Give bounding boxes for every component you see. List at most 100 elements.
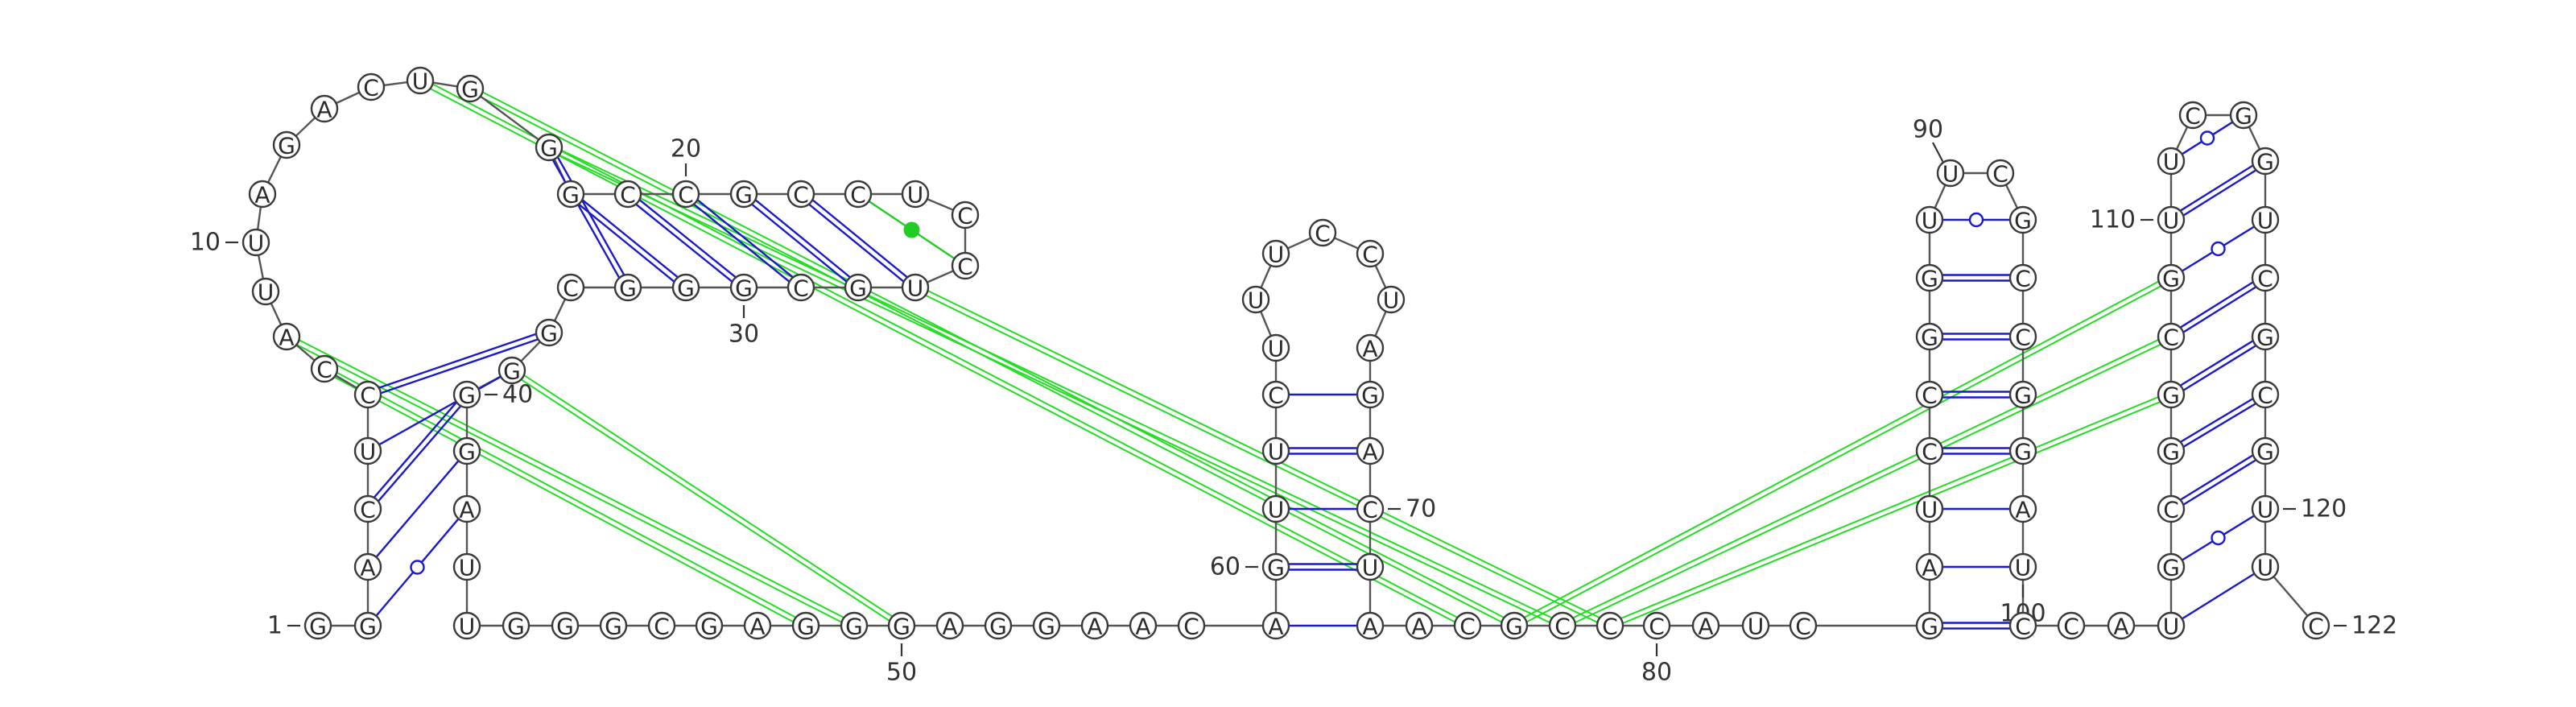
watson-crick-pair-line: [556, 156, 625, 275]
backbone-segment: [927, 270, 954, 283]
nucleotide-70: C: [1356, 494, 1385, 523]
nucleotide-circle: [2157, 263, 2186, 292]
nucleotide-circle: [1177, 611, 1206, 640]
nucleotide-letter: C: [1268, 382, 1284, 409]
nucleotide-60: C: [1261, 380, 1290, 409]
nucleotide-letter: G: [1038, 614, 1055, 640]
backbone-segment: [256, 206, 262, 230]
nucleotide-circle: [599, 611, 628, 640]
nucleotide-circle: [2251, 205, 2280, 234]
nucleotide-letter: C: [2163, 497, 2179, 523]
nucleotide-letter: U: [1362, 555, 1379, 581]
nucleotide-circle: [729, 273, 758, 302]
nucleotide-circle: [1453, 611, 1482, 640]
nucleotide-27: U: [901, 273, 930, 302]
nucleotide-letter: C: [2308, 614, 2324, 640]
nucleotide-letter: G: [278, 133, 295, 159]
nucleotide-circle: [1356, 333, 1385, 362]
nucleotide-circle: [1596, 611, 1624, 640]
nucleotide-36: G: [452, 380, 481, 409]
nucleotide-73: A: [1405, 611, 1434, 640]
nucleotide-72: A: [1356, 611, 1385, 640]
nucleotide-circle: [353, 552, 382, 581]
nucleotide-circle: [647, 611, 676, 640]
nucleotide-55: C: [1177, 611, 1206, 640]
nucleotide-letter: G: [1505, 614, 1523, 640]
nucleotide-circle: [353, 380, 382, 409]
nucleotide-letter: C: [793, 275, 809, 302]
nucleotide-circle: [1356, 611, 1385, 640]
watson-crick-pair-line: [378, 405, 462, 502]
position-label-110: 110: [2090, 206, 2136, 234]
tertiary-interaction-line: [299, 339, 844, 618]
tertiary-interaction-line: [1620, 396, 2159, 619]
nucleotide-115: U: [2251, 205, 2280, 234]
nucleotide-43: G: [599, 611, 628, 640]
nucleotide-circle: [1261, 333, 1290, 362]
nucleotide-letter: A: [2015, 497, 2030, 523]
nucleotide-22: C: [786, 180, 815, 209]
nucleotide-71: U: [1356, 552, 1385, 581]
nucleotide-circle: [452, 611, 481, 640]
nucleotide-91: C: [1986, 159, 2015, 188]
nucleotide-letter: A: [316, 97, 332, 123]
nucleotide-letter: G: [700, 614, 718, 640]
nucleotide-letter: C: [1649, 614, 1665, 640]
nucleotide-80: U: [1741, 611, 1770, 640]
nucleotide-79: A: [1691, 611, 1720, 640]
nucleotide-letter: A: [1922, 555, 1937, 581]
nucleotide-letter: G: [2162, 266, 2180, 292]
nucleotide-circle: [1261, 239, 1290, 268]
nucleotide-83: A: [1915, 552, 1944, 581]
backbone-layer: [256, 81, 2309, 627]
nucleotide-circle: [1548, 611, 1577, 640]
nucleotide-51: G: [984, 611, 1013, 640]
nucleotide-letter: G: [797, 614, 815, 640]
nucleotide-letter: G: [562, 182, 580, 209]
nucleotide-circle: [1915, 205, 1944, 234]
nucleotide-letter: A: [279, 325, 294, 351]
nucleotide-21: G: [729, 180, 758, 209]
nucleotide-17: G: [535, 133, 564, 162]
nucleotide-2: G: [353, 611, 382, 640]
nucleotide-letter: G: [503, 358, 521, 385]
nucleotide-81: C: [1789, 611, 1818, 640]
nucleotide-letter: C: [620, 182, 636, 209]
nucleotide-letter: U: [1268, 336, 1285, 362]
nucleotide-77: C: [1596, 611, 1624, 640]
nucleotide-4: C: [353, 494, 382, 523]
nucleotide-circle: [1500, 611, 1529, 640]
nucleotide-circle: [2107, 611, 2136, 640]
nucleotide-101: A: [2107, 611, 2136, 640]
nucleotide-circle: [242, 228, 270, 257]
backbone-segment: [480, 95, 539, 141]
nucleotide-112: C: [2178, 101, 2207, 130]
nucleotide-85: C: [1915, 436, 1944, 465]
nucleotide-circle: [2229, 101, 2258, 130]
nucleotide-letter: U: [2015, 555, 2032, 581]
nucleotide-circle: [840, 611, 869, 640]
nucleotide-circle: [248, 180, 277, 209]
tertiary-interaction-line: [523, 374, 893, 618]
backbone-segment: [257, 254, 265, 279]
nucleotide-94: C: [2008, 322, 2037, 351]
tertiary-interaction-line: [1575, 343, 2161, 623]
nucleotide-circle: [2008, 611, 2037, 640]
nucleotide-letter: C: [1602, 614, 1618, 640]
nucleotide-letter: G: [1921, 614, 1938, 640]
nucleotide-circle: [452, 436, 481, 465]
nucleotide-circle: [2157, 611, 2186, 640]
backbone-segment: [295, 344, 316, 362]
nucleotide-letter: A: [1268, 614, 1283, 640]
nucleotide-circle: [1356, 239, 1385, 268]
wobble-pair-marker: [1968, 212, 1984, 228]
watson-crick-pair-line: [551, 159, 621, 279]
nucleotide-116: C: [2251, 263, 2280, 292]
nucleotide-circle: [2157, 147, 2186, 176]
nucleotide-61: U: [1261, 333, 1290, 362]
nucleotide-letter: G: [677, 275, 695, 302]
wobble-pair-marker: [2211, 241, 2226, 257]
nucleotide-circle: [2251, 552, 2280, 581]
nucleotide-letter: G: [458, 439, 476, 465]
